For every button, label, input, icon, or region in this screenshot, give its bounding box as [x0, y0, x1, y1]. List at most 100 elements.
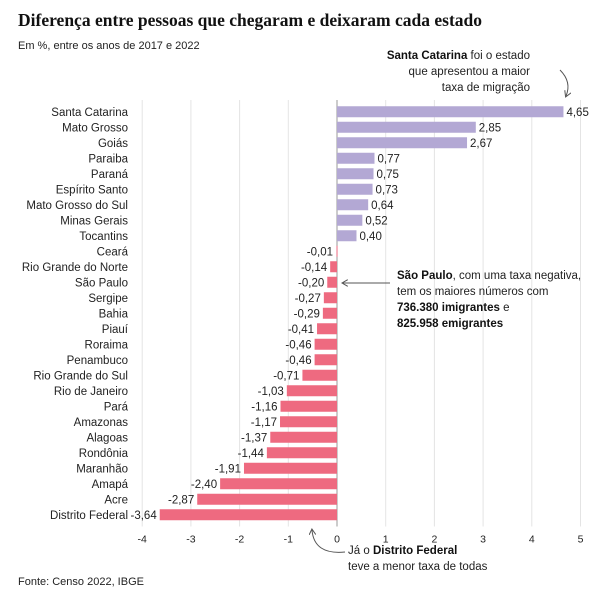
value-label: 2,67	[470, 138, 492, 150]
value-label: -1,37	[241, 432, 267, 444]
category-label: Roraima	[85, 339, 129, 351]
x-tick-label: -4	[138, 534, 147, 546]
bar	[280, 416, 337, 428]
category-label: Espírito Santo	[56, 184, 128, 196]
bar	[280, 400, 337, 412]
category-label: Acre	[104, 494, 128, 506]
santa-catarina-bold: Santa Catarina	[386, 50, 468, 62]
x-axis: -4 -3 -2 -1 0 1 2 3 4 5	[138, 534, 584, 546]
category-label: Paraná	[91, 169, 129, 181]
distrito-federal-bold: Distrito Federal	[372, 545, 458, 557]
value-label: -0,46	[285, 355, 311, 367]
value-label: 2,85	[479, 122, 501, 134]
bar	[330, 261, 337, 273]
value-label: -0,71	[273, 370, 299, 382]
value-label: 0,64	[371, 200, 394, 212]
x-tick-label: 1	[383, 534, 389, 546]
category-label: Ceará	[97, 246, 129, 258]
value-label: -1,03	[258, 386, 284, 398]
santa-catarina-annotation: Santa Catarina foi o estado que apresent…	[386, 50, 530, 94]
category-label: Piauí	[102, 324, 129, 336]
value-label: 4,65	[566, 107, 588, 119]
bar	[243, 462, 337, 474]
category-label: Alagoas	[86, 432, 128, 444]
value-label: -0,27	[295, 293, 321, 305]
value-label: -0,01	[307, 246, 333, 258]
value-label: -2,40	[191, 479, 217, 491]
value-label: 0,75	[377, 169, 399, 181]
value-label: -1,91	[215, 463, 241, 475]
x-tick-label: 4	[529, 534, 535, 546]
category-label: Distrito Federal	[50, 510, 128, 522]
sao-paulo-bold: São Paulo	[397, 270, 453, 282]
value-label: -0,29	[294, 308, 320, 320]
value-label: -2,87	[168, 494, 194, 506]
x-tick-label: -3	[186, 534, 195, 546]
value-label: -0,20	[298, 277, 324, 289]
value-label: 0,52	[365, 215, 387, 227]
category-label: Tocantins	[79, 231, 128, 243]
value-label: 0,73	[376, 184, 398, 196]
labels: Santa Catarina 4,65 Mato Grosso 2,85 Goiás 2,…	[22, 107, 589, 522]
category-label: Amazonas	[74, 417, 129, 429]
category-label: Pará	[104, 401, 129, 413]
category-label: Rondônia	[79, 448, 129, 460]
x-tick-label: 5	[578, 534, 584, 546]
bar	[337, 199, 369, 211]
bar	[337, 183, 373, 195]
value-label: -1,44	[238, 448, 265, 460]
bar	[322, 307, 337, 319]
bar	[323, 292, 337, 304]
bar	[314, 338, 337, 350]
value-label: -0,14	[301, 262, 328, 274]
bar	[266, 447, 337, 459]
sao-paulo-annotation: São Paulo, com uma taxa negativa, tem os…	[397, 270, 582, 330]
value-label: -3,64	[131, 510, 158, 522]
chart-title: Diferença entre pessoas que chegaram e d…	[18, 10, 482, 30]
distrito-federal-arrow	[312, 530, 346, 553]
bar	[197, 493, 337, 505]
category-label: Rio Grande do Norte	[22, 262, 128, 274]
bar	[270, 431, 337, 443]
x-tick-label: 0	[334, 534, 340, 546]
bar	[337, 168, 374, 180]
value-label: -0,41	[288, 324, 314, 336]
bars	[159, 106, 564, 521]
bar	[220, 478, 337, 490]
value-label: 0,77	[377, 153, 399, 165]
bar	[317, 323, 337, 335]
value-label: -1,17	[251, 417, 277, 429]
category-label: Mato Grosso do Sul	[26, 200, 128, 212]
bar	[337, 214, 363, 226]
category-label: Rio de Janeiro	[54, 386, 128, 398]
bar	[314, 354, 337, 366]
value-label: -1,16	[251, 401, 277, 413]
bar	[327, 276, 337, 288]
bar	[159, 509, 337, 521]
category-label: Maranhão	[76, 463, 128, 475]
category-label: São Paulo	[75, 277, 128, 289]
category-label: Santa Catarina	[51, 107, 128, 119]
category-label: Goiás	[98, 138, 128, 150]
x-tick-label: -2	[235, 534, 244, 546]
bar	[337, 121, 476, 133]
chart-subtitle: Em %, entre os anos de 2017 e 2022	[18, 40, 200, 52]
bar	[302, 369, 337, 381]
bar	[337, 106, 564, 118]
x-tick-label: -1	[284, 534, 293, 546]
category-label: Paraiba	[88, 153, 128, 165]
bar	[337, 152, 375, 164]
x-tick-label: 3	[480, 534, 486, 546]
source-note: Fonte: Censo 2022, IBGE	[18, 576, 144, 588]
distrito-federal-annotation: Já o Distrito Federal teve a menor taxa …	[348, 545, 488, 573]
x-tick-label: 2	[431, 534, 437, 546]
bar	[337, 137, 468, 149]
category-label: Amapá	[92, 479, 129, 491]
bar	[336, 245, 338, 257]
value-label: -0,46	[285, 339, 311, 351]
category-label: Sergipe	[88, 293, 128, 305]
santa-catarina-arrow	[559, 69, 568, 96]
category-label: Rio Grande do Sul	[33, 370, 128, 382]
bar	[337, 230, 357, 242]
